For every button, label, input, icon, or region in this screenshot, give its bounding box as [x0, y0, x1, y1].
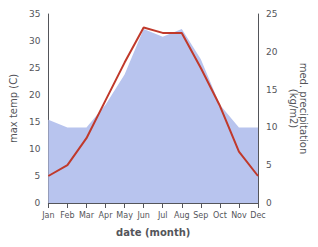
svg-text:date (month): date (month): [116, 227, 190, 238]
svg-text:Jan: Jan: [41, 211, 54, 220]
svg-text:Jun: Jun: [136, 211, 150, 220]
svg-text:Nov: Nov: [231, 211, 247, 220]
svg-text:Sep: Sep: [193, 211, 208, 220]
svg-text:15: 15: [29, 117, 40, 127]
svg-text:May: May: [116, 211, 133, 220]
svg-text:Dec: Dec: [250, 211, 265, 220]
svg-text:10: 10: [29, 144, 41, 154]
svg-text:Apr: Apr: [99, 211, 114, 220]
svg-text:Oct: Oct: [213, 211, 227, 220]
svg-text:Mar: Mar: [79, 211, 95, 220]
svg-text:25: 25: [29, 63, 40, 73]
svg-text:10: 10: [266, 122, 278, 132]
svg-text:Jul: Jul: [157, 211, 168, 220]
svg-text:5: 5: [266, 160, 272, 170]
svg-text:med. precipitation: med. precipitation: [297, 62, 309, 155]
svg-text:25: 25: [266, 9, 277, 19]
svg-text:30: 30: [29, 36, 41, 46]
svg-text:20: 20: [266, 47, 278, 57]
svg-text:Feb: Feb: [60, 211, 74, 220]
svg-text:0: 0: [266, 198, 272, 208]
svg-text:(kg/m2): (kg/m2): [288, 89, 299, 129]
svg-text:5: 5: [35, 171, 41, 181]
svg-text:15: 15: [266, 85, 277, 95]
svg-text:0: 0: [35, 198, 41, 208]
svg-text:Aug: Aug: [174, 211, 190, 220]
svg-text:35: 35: [29, 9, 40, 19]
svg-text:20: 20: [29, 90, 41, 100]
svg-text:max temp (C): max temp (C): [8, 74, 19, 143]
